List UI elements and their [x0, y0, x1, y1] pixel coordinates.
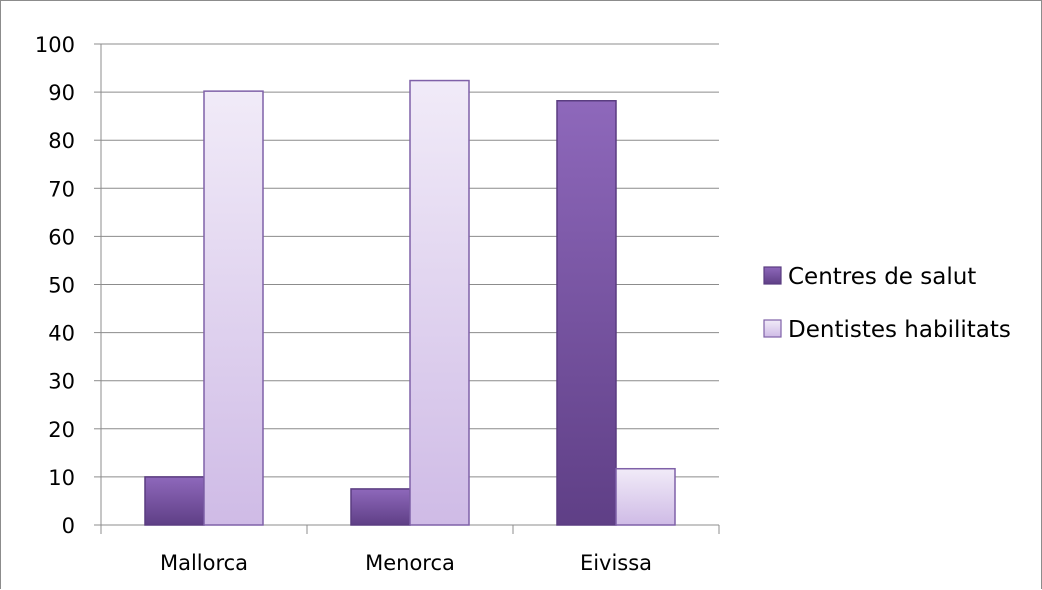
legend-swatch: [763, 319, 782, 338]
bar-dentistes-habilitats: [615, 467, 676, 526]
y-tick-label: 50: [48, 274, 75, 298]
bar-dentistes-habilitats: [409, 79, 470, 526]
y-tick-label: 70: [48, 177, 75, 201]
tick-labels: 0 10 20 30 40 50 60 70 80 90 100 Mallorca Menorca Eiv…: [35, 33, 652, 575]
y-tick-label: 100: [35, 33, 75, 57]
x-tick-label: Menorca: [365, 551, 455, 575]
y-tick-label: 60: [48, 225, 75, 249]
legend-label: Centres de salut: [788, 264, 976, 290]
x-tick-label: Mallorca: [160, 551, 248, 575]
bar-centres-de-salut: [144, 476, 205, 526]
y-tick-label: 80: [48, 129, 75, 153]
y-tick-label: 90: [48, 81, 75, 105]
axes: [94, 43, 720, 534]
y-tick-label: 10: [48, 466, 75, 490]
bars: [144, 79, 676, 526]
bar-dentistes-habilitats: [203, 90, 264, 526]
legend: Centres de salut Dentistes habilitats: [763, 264, 1011, 343]
y-tick-label: 40: [48, 322, 75, 346]
x-tick-label: Eivissa: [580, 551, 652, 575]
legend-swatch: [763, 266, 782, 285]
legend-label: Dentistes habilitats: [788, 317, 1011, 343]
y-tick-label: 30: [48, 370, 75, 394]
bar-centres-de-salut: [350, 488, 411, 526]
y-tick-label: 20: [48, 418, 75, 442]
bar-centres-de-salut: [556, 100, 617, 526]
y-tick-label: 0: [62, 514, 75, 538]
